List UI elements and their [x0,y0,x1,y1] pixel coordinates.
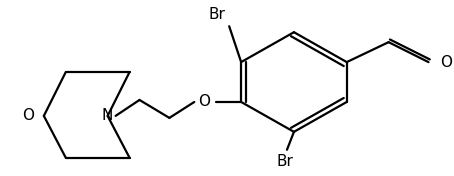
Text: O: O [198,95,210,109]
Text: O: O [22,108,34,123]
Text: Br: Br [209,7,226,22]
Text: O: O [440,55,453,70]
Text: N: N [102,108,114,123]
Text: Br: Br [276,154,293,169]
